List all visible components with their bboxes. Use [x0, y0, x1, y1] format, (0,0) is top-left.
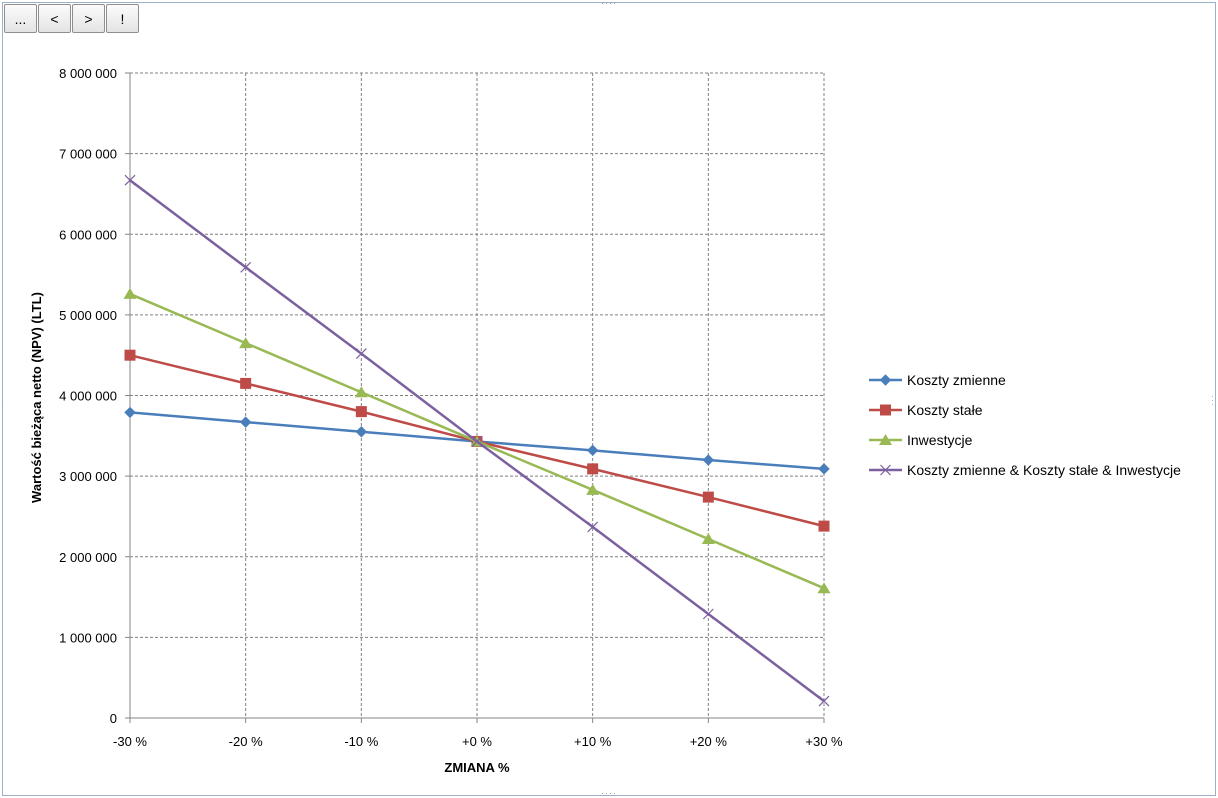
x-tick-label: +0 % — [462, 734, 492, 749]
x-tick-label: +20 % — [690, 734, 728, 749]
triangle-marker — [586, 483, 600, 495]
x-tick-label: +10 % — [574, 734, 612, 749]
previous-button[interactable]: < — [38, 4, 71, 33]
x-marker — [124, 174, 136, 186]
chart-axes — [125, 72, 825, 723]
legend-item: Inwestycje — [869, 432, 973, 448]
next-button[interactable]: > — [72, 4, 105, 33]
y-axis-title: Wartość bieżąca netto (NPV) (LTL) — [29, 292, 44, 503]
diamond-marker — [124, 406, 136, 419]
y-tick-label: 6 000 000 — [59, 227, 117, 242]
triangle-marker — [239, 337, 253, 349]
square-marker — [880, 404, 891, 416]
y-axis-tick-labels: 0 1 000 000 2 000 000 3 000 000 4 000 000 5 0… — [59, 66, 117, 726]
triangle-marker — [123, 287, 137, 299]
legend-label: Koszty zmienne — [907, 372, 1006, 388]
alert-button[interactable]: ! — [106, 4, 139, 33]
legend-item: Koszty stałe — [869, 402, 983, 418]
legend-label: Koszty zmienne & Koszty stałe & Inwestyc… — [907, 462, 1181, 478]
triangle-marker — [701, 533, 715, 545]
x-marker — [471, 436, 483, 447]
y-tick-label: 0 — [110, 711, 117, 726]
square-marker — [355, 406, 367, 418]
legend-item: Koszty zmienne — [869, 372, 1006, 388]
x-tick-label: -30 % — [113, 734, 147, 749]
square-marker — [587, 463, 599, 475]
triangle-marker — [879, 434, 892, 445]
x-tick-label: -10 % — [344, 734, 378, 749]
x-marker — [818, 695, 830, 707]
x-marker — [355, 348, 367, 359]
chart-series — [123, 174, 831, 707]
resize-grip-right-icon[interactable]: ··· — [1208, 395, 1218, 407]
legend-label: Koszty stałe — [907, 402, 983, 418]
x-tick-label: +30 % — [805, 734, 843, 749]
y-tick-label: 4 000 000 — [59, 389, 117, 404]
x-marker — [702, 608, 714, 620]
y-tick-label: 8 000 000 — [59, 66, 117, 81]
x-marker — [587, 521, 599, 533]
resize-grip-left-icon[interactable]: ··· — [0, 395, 8, 407]
square-marker — [702, 491, 714, 503]
x-marker — [880, 464, 891, 476]
diamond-marker — [702, 454, 715, 466]
chart-legend: Koszty zmienne Koszty stałe Inwestycje Kosz… — [869, 372, 1181, 478]
square-marker — [124, 349, 136, 361]
chart-gridlines — [130, 72, 825, 718]
chart-toolbar: ... < > ! — [4, 4, 140, 34]
diamond-marker — [355, 426, 368, 438]
square-marker — [818, 520, 830, 532]
more-options-button[interactable]: ... — [4, 4, 37, 33]
series-4 — [124, 174, 830, 707]
x-marker — [240, 261, 252, 273]
diamond-marker — [818, 463, 830, 475]
legend-item: Koszty zmienne & Koszty stałe & Inwestyc… — [869, 462, 1181, 478]
x-axis-tick-labels: -30 % -20 % -10 % +0 % +10 % +20 % +30 % — [113, 734, 843, 749]
triangle-marker — [354, 386, 368, 398]
resize-grip-bottom-icon[interactable]: ···· — [601, 788, 617, 798]
triangle-marker — [817, 582, 831, 594]
legend-label: Inwestycje — [907, 432, 973, 448]
y-tick-label: 2 000 000 — [59, 550, 117, 565]
y-tick-label: 1 000 000 — [59, 630, 117, 645]
y-tick-label: 3 000 000 — [59, 469, 117, 484]
diamond-marker — [879, 374, 892, 386]
diamond-marker — [239, 416, 252, 428]
square-marker — [240, 377, 252, 389]
diamond-marker — [586, 444, 599, 457]
x-axis-title: ZMIANA % — [444, 760, 510, 775]
resize-grip-top-icon[interactable]: ···· — [601, 0, 617, 8]
y-tick-label: 5 000 000 — [59, 308, 117, 323]
y-tick-label: 7 000 000 — [59, 147, 117, 162]
x-tick-label: -20 % — [229, 734, 263, 749]
